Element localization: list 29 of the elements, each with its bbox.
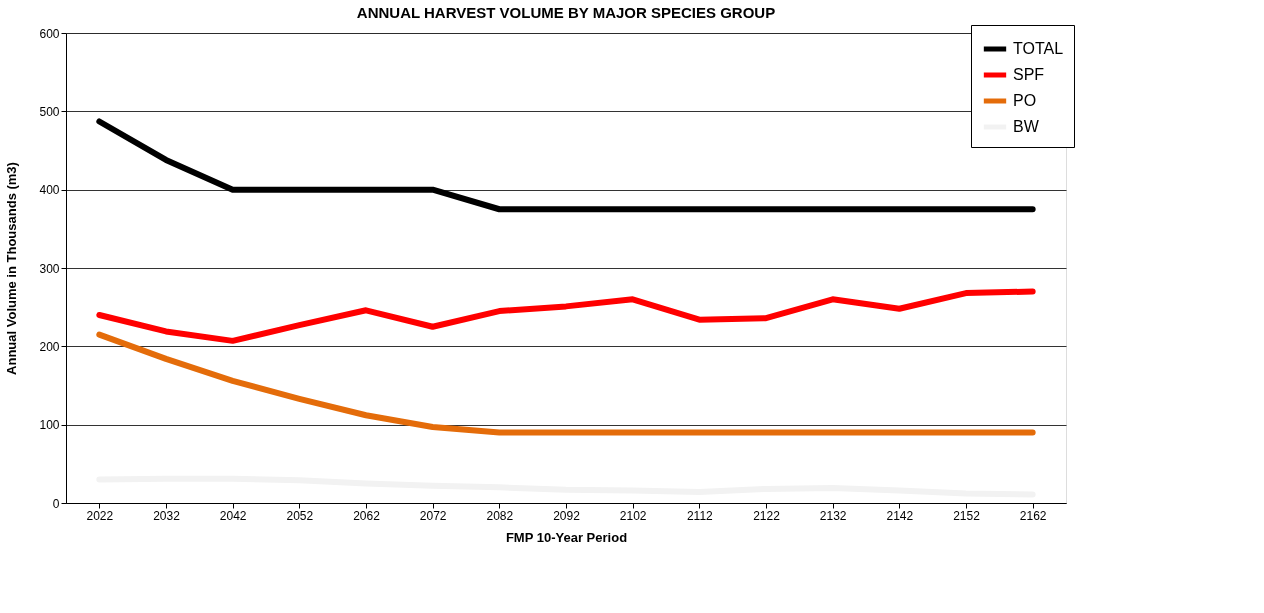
x-tick-label: 2112 <box>686 508 714 523</box>
x-tick-label: 2162 <box>1019 508 1047 523</box>
legend-label: PO <box>1013 92 1037 109</box>
legend-label: TOTAL <box>1013 40 1064 57</box>
x-tick-label: 2072 <box>419 508 447 523</box>
x-tick-label: 2092 <box>553 508 581 523</box>
legend-label: SPF <box>1013 66 1045 83</box>
y-tick-label: 0 <box>52 496 60 511</box>
x-tick-label: 2042 <box>219 508 247 523</box>
x-tick-label: 2132 <box>819 508 847 523</box>
x-tick-label: 2122 <box>753 508 781 523</box>
x-axis-title: FMP 10-Year Period <box>505 529 628 545</box>
x-tick-label: 2142 <box>886 508 914 523</box>
legend-label: BW <box>1013 118 1040 135</box>
x-tick-label: 2102 <box>619 508 647 523</box>
y-tick-label: 500 <box>39 104 60 119</box>
x-tick-label: 2082 <box>486 508 514 523</box>
x-tick-label: 2152 <box>953 508 981 523</box>
y-tick-label: 600 <box>39 26 60 41</box>
x-tick-label: 2032 <box>153 508 181 523</box>
y-tick-label: 200 <box>39 339 60 354</box>
y-tick-label: 400 <box>39 183 60 198</box>
chart-title: ANNUAL HARVEST VOLUME BY MAJOR SPECIES GROUP <box>356 3 776 21</box>
x-tick-label: 2022 <box>86 508 114 523</box>
x-tick-label: 2052 <box>286 508 314 523</box>
y-axis-title: Annual Volume in Thousands (m3) <box>4 162 20 375</box>
y-tick-label: 100 <box>39 418 60 433</box>
x-tick-label: 2062 <box>353 508 381 523</box>
y-tick-label: 300 <box>39 261 60 276</box>
